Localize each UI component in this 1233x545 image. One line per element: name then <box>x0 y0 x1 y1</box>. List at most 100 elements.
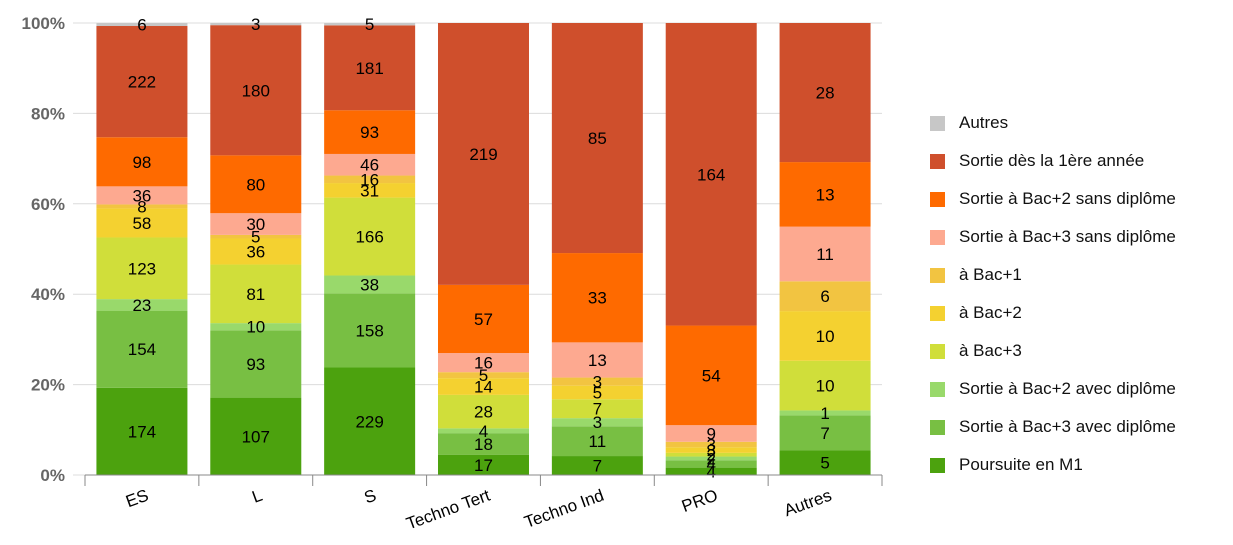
x-tick-label: ES <box>123 486 151 512</box>
data-label: 7 <box>820 424 829 443</box>
data-label: 9 <box>706 424 715 443</box>
legend-item[interactable]: à Bac+3 <box>930 332 1230 370</box>
data-label: 38 <box>360 275 379 294</box>
legend-swatch <box>930 115 945 131</box>
bar-segment <box>324 25 416 111</box>
bar-segment <box>324 197 416 276</box>
bar-segment <box>210 397 302 475</box>
bars <box>96 23 871 475</box>
data-label: 36 <box>246 243 265 262</box>
bar-segment <box>779 360 871 411</box>
data-label: 5 <box>365 15 374 34</box>
bar-segment <box>96 387 188 475</box>
data-label: 174 <box>128 422 156 441</box>
data-label: 5 <box>593 383 602 402</box>
data-label: 4 <box>479 422 488 441</box>
legend-item[interactable]: Sortie à Bac+3 avec diplôme <box>930 408 1230 446</box>
bar-segment <box>96 204 188 209</box>
bar-segment <box>779 410 871 416</box>
data-label: 3 <box>706 436 715 455</box>
legend-item[interactable]: Autres <box>930 104 1230 142</box>
data-label: 36 <box>132 186 151 205</box>
bar-segment <box>551 377 643 386</box>
bar-segment <box>210 264 302 324</box>
y-tick-label: 40% <box>31 285 65 304</box>
bar-segment <box>665 452 757 457</box>
data-label: 181 <box>355 59 383 78</box>
data-label: 222 <box>128 73 156 92</box>
bar-segment <box>210 330 302 398</box>
data-label: 10 <box>816 377 835 396</box>
x-tick-label: S <box>362 486 379 508</box>
data-label: 154 <box>128 340 156 359</box>
data-label: 2 <box>706 446 715 465</box>
legend-item[interactable]: Sortie à Bac+2 sans diplôme <box>930 180 1230 218</box>
bar-segment <box>779 450 871 475</box>
x-tick-label: PRO <box>679 486 720 516</box>
x-axis: ES L S Techno Tert Techno Ind PRO Autres <box>84 474 883 533</box>
data-label: 28 <box>816 84 835 103</box>
data-label: 6 <box>820 287 829 306</box>
data-label: 98 <box>132 153 151 172</box>
bar-segment <box>551 456 643 475</box>
data-label: 1 <box>820 404 829 423</box>
bar-segment <box>779 162 871 227</box>
data-label: 10 <box>816 327 835 346</box>
data-label: 180 <box>242 81 270 100</box>
bar-segment <box>779 23 871 163</box>
data-label: 46 <box>360 156 379 175</box>
bar-segment <box>210 25 302 156</box>
bar-segment <box>551 23 643 254</box>
bar-segment <box>324 183 416 198</box>
bar-segment <box>438 394 529 429</box>
data-label: 164 <box>697 165 725 184</box>
data-label: 3 <box>251 15 260 34</box>
legend-label: à Bac+1 <box>959 265 1022 284</box>
x-tick-label: Techno Ind <box>522 486 607 532</box>
legend-item[interactable]: Poursuite en M1 <box>930 446 1230 484</box>
data-label: 166 <box>355 228 383 247</box>
data-label: 85 <box>588 129 607 148</box>
data-label: 11 <box>589 432 607 451</box>
legend-item[interactable]: à Bac+2 <box>930 294 1230 332</box>
legend-label: Poursuite en M1 <box>959 455 1083 474</box>
bar-segment <box>96 310 188 388</box>
y-tick-label: 20% <box>31 376 65 395</box>
data-label: 158 <box>355 321 383 340</box>
bar-segment <box>96 299 188 311</box>
bar-segment <box>210 155 302 214</box>
legend-label: à Bac+3 <box>959 341 1022 360</box>
bar-segment <box>665 325 757 426</box>
data-label: 23 <box>132 296 151 315</box>
y-tick-label: 80% <box>31 104 65 123</box>
data-label: 81 <box>246 285 265 304</box>
bar-segment <box>779 311 871 361</box>
data-label: 219 <box>469 145 497 164</box>
bar-segment <box>551 418 643 427</box>
legend-label: Autres <box>959 113 1009 132</box>
legend-item[interactable]: Sortie à Bac+3 sans diplôme <box>930 218 1230 256</box>
data-label: 31 <box>360 181 379 200</box>
x-tick-label: L <box>249 486 264 507</box>
legend-item[interactable]: à Bac+1 <box>930 256 1230 294</box>
bar-segment <box>665 425 757 442</box>
bar-segment <box>438 23 529 285</box>
y-tick-label: 100% <box>22 14 65 33</box>
data-label: 80 <box>246 175 265 194</box>
data-label: 5 <box>820 454 829 473</box>
bar-segment <box>551 399 643 419</box>
y-axis: 0% 20% 40% 60% 80% 100% <box>22 14 65 485</box>
bar-segment <box>210 213 302 235</box>
data-label: 4 <box>706 462 715 481</box>
legend-item[interactable]: Sortie à Bac+2 avec diplôme <box>930 370 1230 408</box>
data-label: 30 <box>246 215 265 234</box>
legend: Autres Sortie dès la 1ère année Sortie à B… <box>930 104 1230 484</box>
data-label: 7 <box>593 400 602 419</box>
bar-segment <box>665 441 757 448</box>
data-label: 33 <box>588 289 607 308</box>
legend-item[interactable]: Sortie dès la 1ère année <box>930 142 1230 180</box>
bar-segment <box>665 460 757 468</box>
bar-segment <box>324 23 416 26</box>
legend-label: Sortie à Bac+3 sans diplôme <box>959 227 1176 246</box>
